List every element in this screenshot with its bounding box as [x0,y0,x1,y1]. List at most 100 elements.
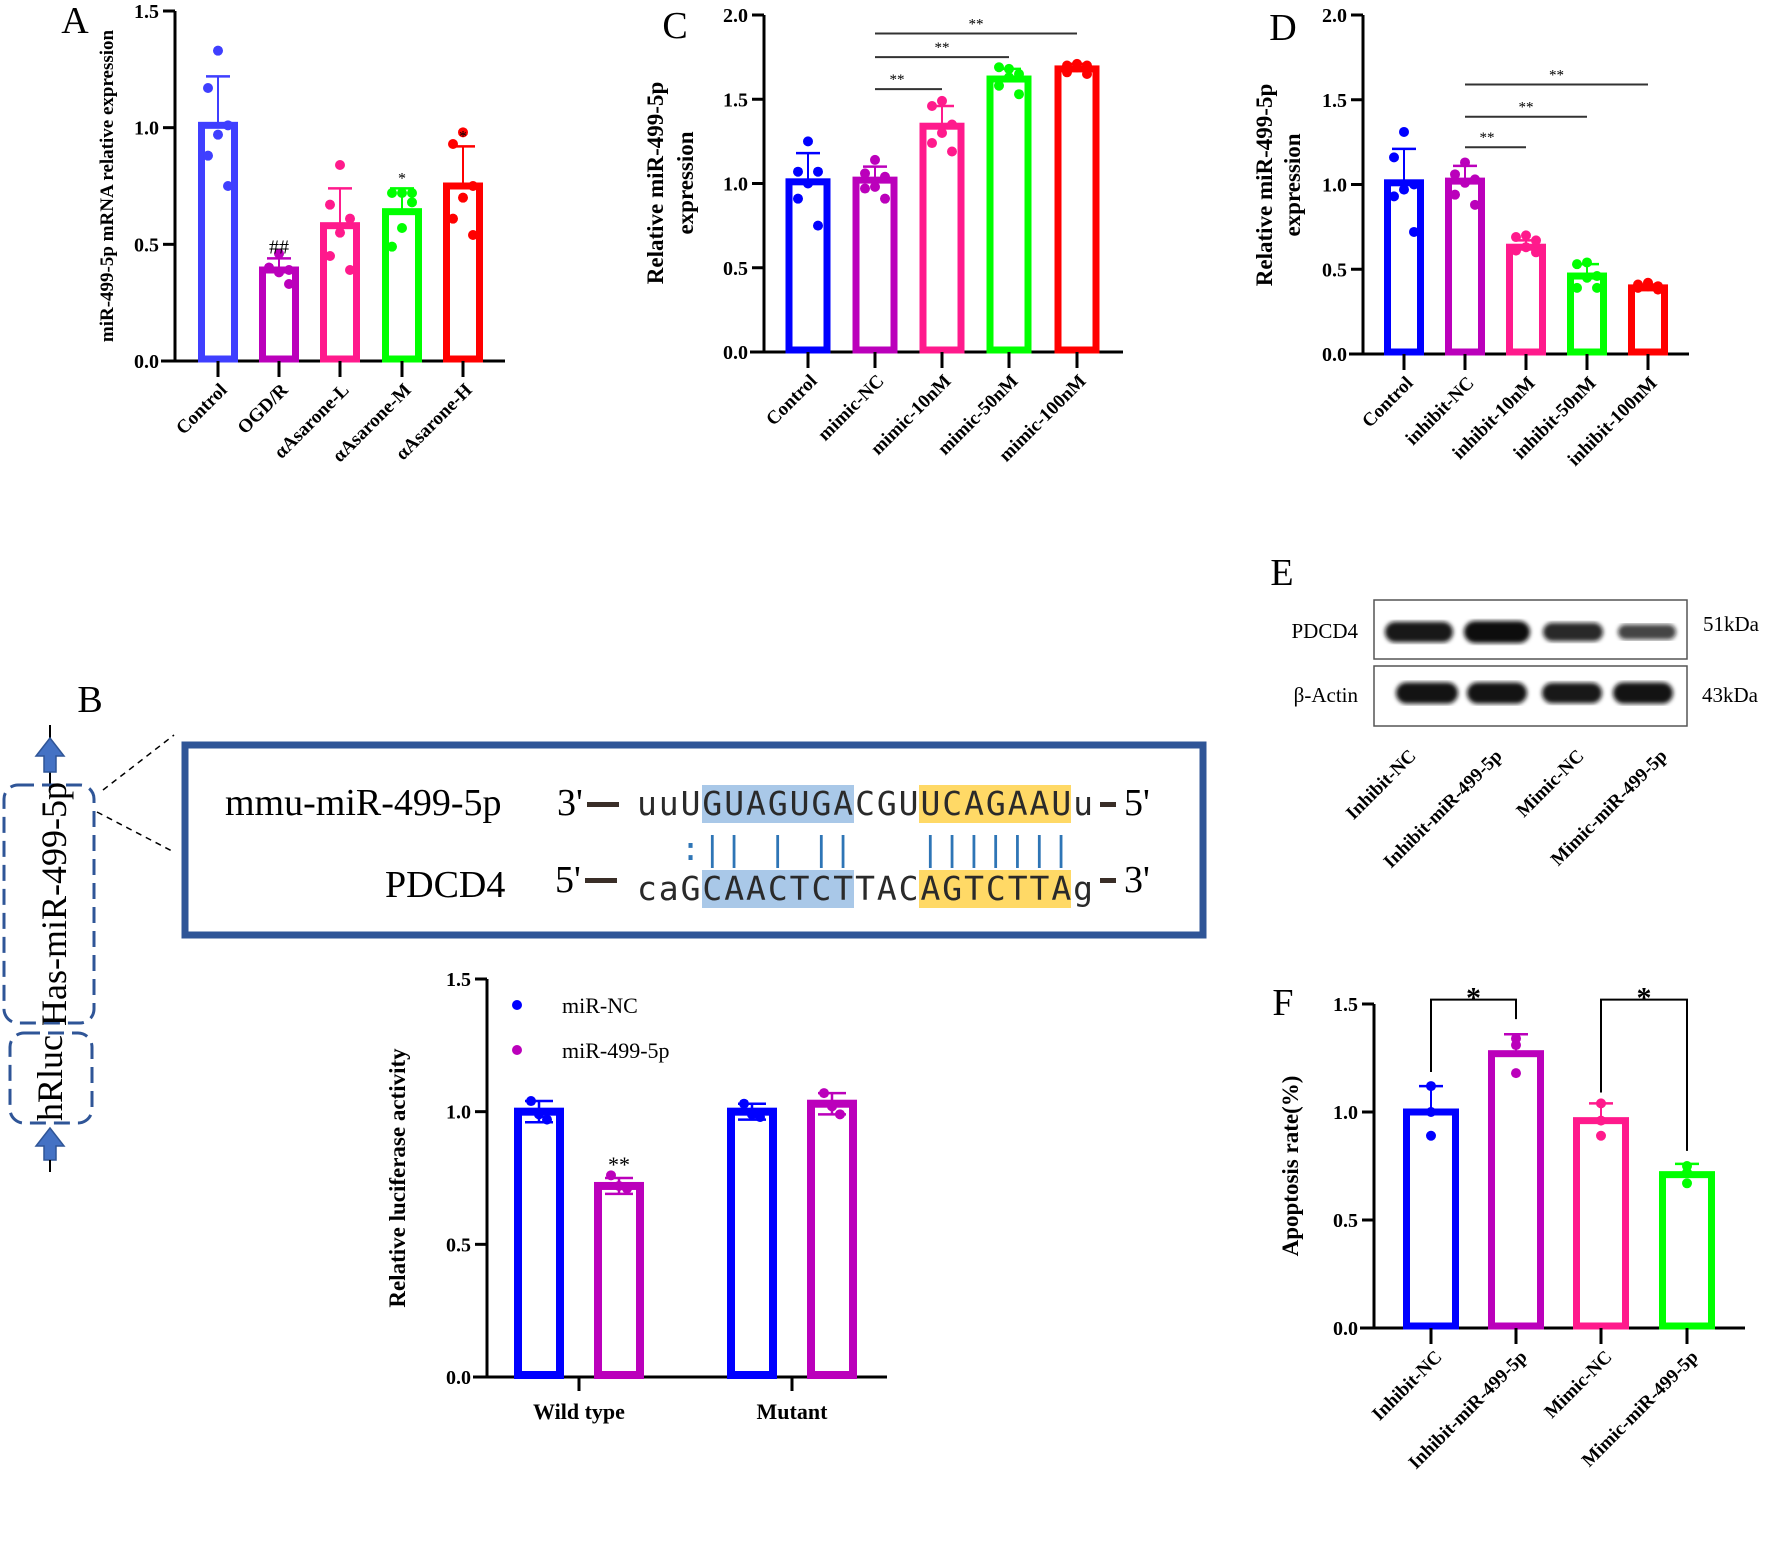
y-tick-label: 1.0 [723,174,748,196]
data-point [325,199,335,210]
x-tick-label: OGD/R [234,379,293,438]
y-tick-label: 1.0 [1333,1102,1358,1124]
significance-label: ** [1549,67,1564,83]
comparison-bracket [1430,998,1517,1073]
arrow-up-icon [34,1126,66,1161]
blot-row-label: β-Actin [1294,683,1359,707]
data-point [397,223,407,233]
target-highlight-yellow [919,870,1071,908]
data-point [407,197,417,208]
y-tick-label: 2.0 [723,5,748,27]
y-axis-title: expression [1280,133,1305,236]
significance-label: * [1466,982,1481,1015]
data-point [1572,259,1582,270]
data-point [747,1109,757,1120]
significance-label: ** [1519,100,1534,116]
data-point [1682,1167,1692,1178]
legend-label: miR-NC [562,993,638,1018]
significance-label: ** [608,1152,630,1177]
significance-label: * [398,170,406,187]
blot-band [1396,682,1458,704]
data-point [813,166,823,177]
data-point [1409,226,1419,237]
y-tick-label: 0.0 [1333,1318,1358,1340]
data-point [880,171,890,182]
bar [1384,179,1424,356]
data-point [1399,184,1409,195]
data-point [793,166,803,177]
y-tick-label: 0.5 [723,258,748,280]
zoom-guide-line [96,811,173,852]
bar [807,1099,857,1379]
data-point [1521,242,1531,253]
bar [852,176,898,354]
data-point [468,181,478,191]
data-point [755,1111,765,1122]
target-3prime: 3' [1124,859,1150,901]
dash [1100,878,1116,883]
bar [986,75,1032,354]
bar [514,1107,564,1379]
significance-label: ** [969,17,984,33]
blot-band [1618,624,1676,640]
y-tick-label: 0.5 [134,234,159,256]
sequence-alignment: mmu-miR-499-5p 3' uuUGUAGUGACGUUCAGAAUu … [181,741,1207,939]
data-point [1004,63,1014,74]
data-point [335,160,345,170]
data-point [1582,257,1592,268]
y-tick-label: 1.5 [1333,994,1358,1016]
data-point [1592,282,1602,293]
y-tick-label: 0.0 [134,351,159,373]
target-name: PDCD4 [385,864,505,906]
target-5prime: 5' [555,859,581,901]
bar [1054,65,1100,354]
significance-label: ## [269,236,289,258]
bar [320,222,360,363]
bar [1659,1171,1715,1330]
dash [1100,802,1116,807]
data-point [448,213,458,224]
data-point [1082,60,1092,71]
data-point [860,168,870,179]
legend-marker [512,1045,522,1055]
dash [587,802,619,807]
significance-label: * [459,128,467,145]
blot-size-label: 51kDa [1703,612,1760,636]
data-point [1572,282,1582,293]
legend-label: miR-499-5p [562,1038,670,1063]
mirna-name: mmu-miR-499-5p [225,782,502,824]
data-point [1426,1107,1436,1117]
data-point [223,181,233,191]
bar [1573,1117,1629,1330]
chart-d: 0.0 0.5 1.0 1.5 2.0 Relative miR-499-5p expres… [1252,5,1689,470]
data-point [274,248,284,259]
data-point [739,1098,749,1109]
blot-row-label: PDCD4 [1291,619,1358,643]
data-point [1389,152,1399,163]
data-point [542,1114,552,1125]
seed-highlight-yellow [919,785,1071,823]
data-point [458,192,468,203]
y-axis-title: Relative luciferase activity [385,1048,410,1308]
data-point [335,227,345,238]
blot-band [1613,682,1673,704]
data-point [1643,281,1653,292]
x-tick-label: Wild type [533,1399,625,1424]
bar [1403,1108,1459,1330]
data-point [203,150,213,161]
data-point [1582,272,1592,283]
data-point [860,183,870,194]
y-tick-label: 1.5 [1322,90,1347,112]
y-axis-title: Relative miR-499-5p [643,82,668,285]
mirna-insert-label: Has-miR-499-5p [34,782,74,1026]
y-tick-label: 2.0 [1322,5,1347,27]
x-tick-label: Mutant [757,1399,829,1424]
data-point [458,127,468,138]
mirna-5prime: 5' [1124,782,1150,824]
data-point [1004,72,1014,83]
data-point [1521,230,1531,241]
x-tick-label: Control [1358,373,1417,432]
y-tick-label: 0.0 [446,1367,471,1389]
y-tick-label: 0.5 [1322,259,1347,281]
